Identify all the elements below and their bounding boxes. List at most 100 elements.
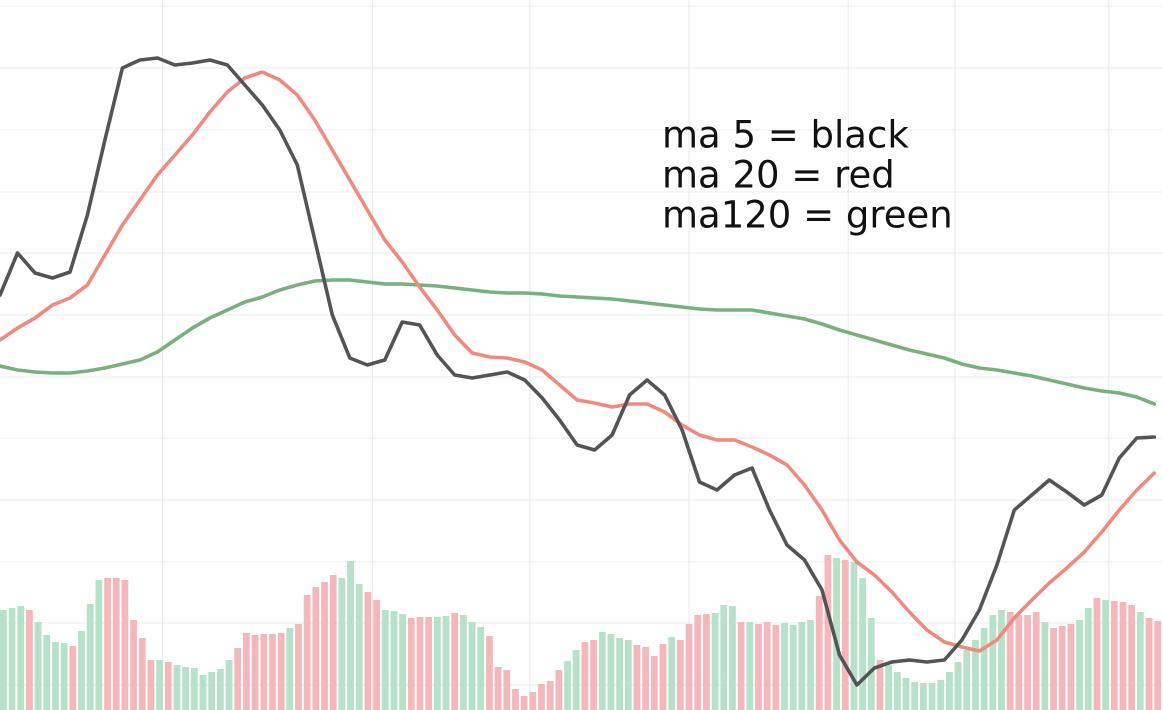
volume-bar [329, 575, 337, 710]
volume-bar [1102, 600, 1110, 710]
volume-bar [468, 622, 476, 710]
volume-bar [919, 683, 927, 710]
volume-bar [529, 692, 537, 710]
volume-bar [234, 648, 242, 710]
volume-bar [659, 644, 667, 710]
volume-bar [251, 635, 259, 710]
volume-bar [451, 613, 459, 710]
line-series [0, 70, 1157, 653]
volume-bar [937, 680, 945, 710]
volume-bar [772, 625, 780, 710]
volume-bar [112, 578, 120, 710]
legend-entry: ma 5 = black [662, 114, 909, 157]
volume-bar [503, 670, 511, 710]
volume-bar [17, 606, 25, 710]
volume-bar [121, 580, 129, 710]
volume-bar [355, 584, 363, 710]
volume-bar [208, 672, 216, 710]
volume-bar [43, 635, 51, 710]
volume-bar [477, 627, 485, 710]
volume-bar [138, 638, 146, 710]
volume-bar [182, 667, 190, 710]
volume-bar [972, 640, 979, 710]
volume-bar [190, 668, 198, 710]
volume-bar [616, 638, 623, 710]
volume-bar [78, 631, 85, 710]
volume-bar [746, 622, 754, 710]
lines [0, 56, 1157, 687]
volume-bar [277, 633, 285, 710]
volume-bar [650, 656, 658, 710]
volume-bar [364, 592, 372, 710]
volume-bar [928, 683, 936, 710]
volume-bar [694, 615, 702, 710]
volume-bar [425, 617, 433, 710]
volume-bar [911, 682, 919, 710]
volume-bar [312, 587, 320, 710]
volume-bar [564, 661, 571, 710]
volume-bar [1110, 601, 1118, 710]
volume-bar [1093, 598, 1101, 710]
volume-bar [1058, 626, 1066, 710]
volume-bar [1145, 618, 1153, 710]
volume-bar [173, 665, 181, 710]
volume-bar [416, 617, 424, 710]
volume-bar [590, 640, 597, 710]
volume-bar [902, 678, 910, 710]
volume-bar [26, 610, 33, 710]
volume-bar [459, 615, 467, 710]
volume-bar [676, 640, 684, 710]
volume-bar [34, 622, 42, 710]
volume-bar [763, 622, 771, 710]
volume-bar [720, 605, 728, 710]
volume-bar [295, 624, 302, 710]
volume-bar [815, 596, 823, 710]
volume-bar [338, 578, 346, 710]
volume-bar [60, 643, 68, 710]
volume-bar [1067, 624, 1075, 710]
volume-bar [885, 665, 893, 710]
volume-bar [954, 662, 962, 710]
volume-bar [685, 624, 693, 710]
volume-bar [998, 610, 1005, 710]
volume-bar [572, 650, 580, 710]
volume-bar [199, 675, 207, 710]
volume-bar [729, 606, 736, 710]
volume-bar [433, 617, 441, 710]
volume-bar [668, 637, 676, 710]
volume-bar [164, 662, 172, 710]
volume-bar [642, 647, 650, 710]
volume-bar [807, 620, 814, 710]
volume-bar [867, 618, 875, 710]
volume-bar [833, 558, 840, 710]
volume-bar [1154, 621, 1162, 710]
volume-bar [1050, 628, 1057, 710]
line-series [0, 56, 1157, 687]
volume-bar [946, 672, 953, 710]
volume-bar [607, 634, 615, 710]
volume-bar [633, 645, 641, 710]
volume-bar [243, 633, 250, 710]
volume-bar [286, 628, 294, 710]
volume-bar [1076, 620, 1083, 710]
volume-bar [130, 620, 137, 710]
volume-bar [1015, 615, 1023, 710]
volume-bar [538, 684, 545, 710]
volume-bar [95, 580, 103, 710]
volume-bar [859, 578, 867, 710]
volume-bar [893, 672, 901, 710]
volume-bar [104, 578, 111, 710]
volume-bar [841, 560, 849, 710]
volume-bar [555, 670, 563, 710]
volume-bars [0, 555, 1162, 710]
volume-bar [8, 608, 16, 710]
volume-bar [781, 623, 788, 710]
volume-bar [373, 600, 380, 710]
volume-bar [546, 681, 554, 710]
volume-bar [1024, 615, 1031, 710]
volume-bar [407, 618, 415, 710]
volume-bar [69, 646, 77, 710]
